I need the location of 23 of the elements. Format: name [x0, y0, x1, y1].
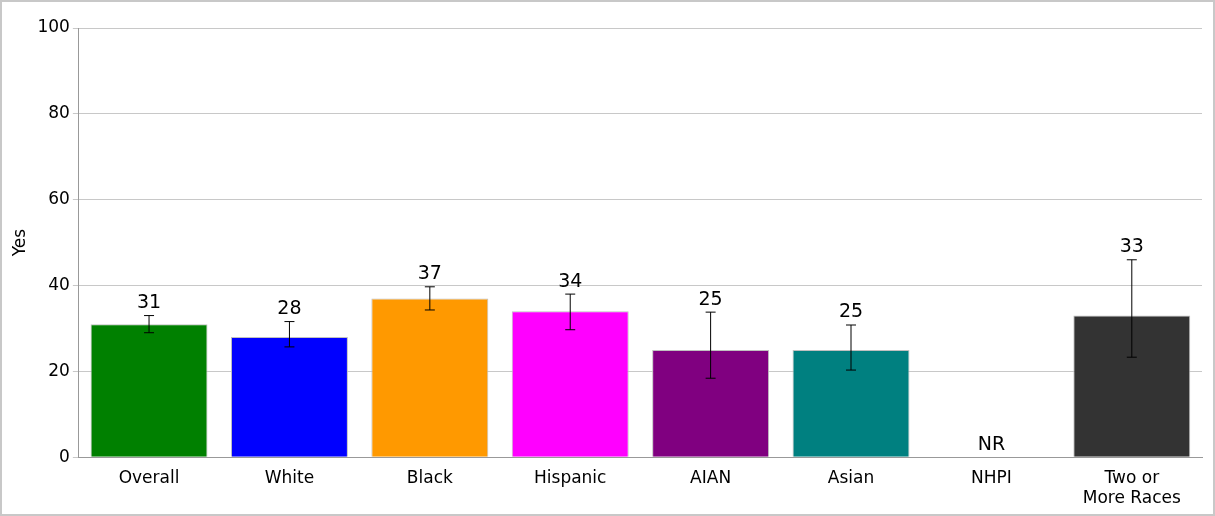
data-label: 31	[136, 290, 162, 312]
x-tick-label: Hispanic	[534, 466, 607, 487]
y-tick-label: 20	[48, 359, 70, 380]
y-tick-label: 60	[48, 188, 70, 209]
y-tick-label: 40	[48, 273, 70, 294]
data-label: 37	[417, 261, 442, 284]
y-axis-title: Yes	[8, 228, 29, 258]
data-label: 34	[558, 268, 583, 291]
y-tick-label: 0	[59, 445, 70, 466]
x-tick-label: NHPI	[971, 466, 1012, 487]
data-label: 28	[277, 296, 302, 319]
x-tick-label: Overall	[118, 466, 180, 487]
y-tick-label: 80	[48, 102, 70, 123]
y-tick-label: 100	[37, 16, 70, 37]
text: NR	[977, 431, 1006, 454]
data-label: 25	[838, 299, 864, 322]
x-tick-label: Black	[406, 466, 453, 487]
x-tick-label: Asian	[827, 466, 875, 487]
x-tick-label: AIAN	[690, 466, 732, 487]
x-tick-label: Two or More Races	[1082, 466, 1181, 508]
data-label: 25	[698, 286, 723, 309]
x-tick-label: White	[264, 466, 315, 487]
data-label: 33	[1119, 234, 1144, 257]
